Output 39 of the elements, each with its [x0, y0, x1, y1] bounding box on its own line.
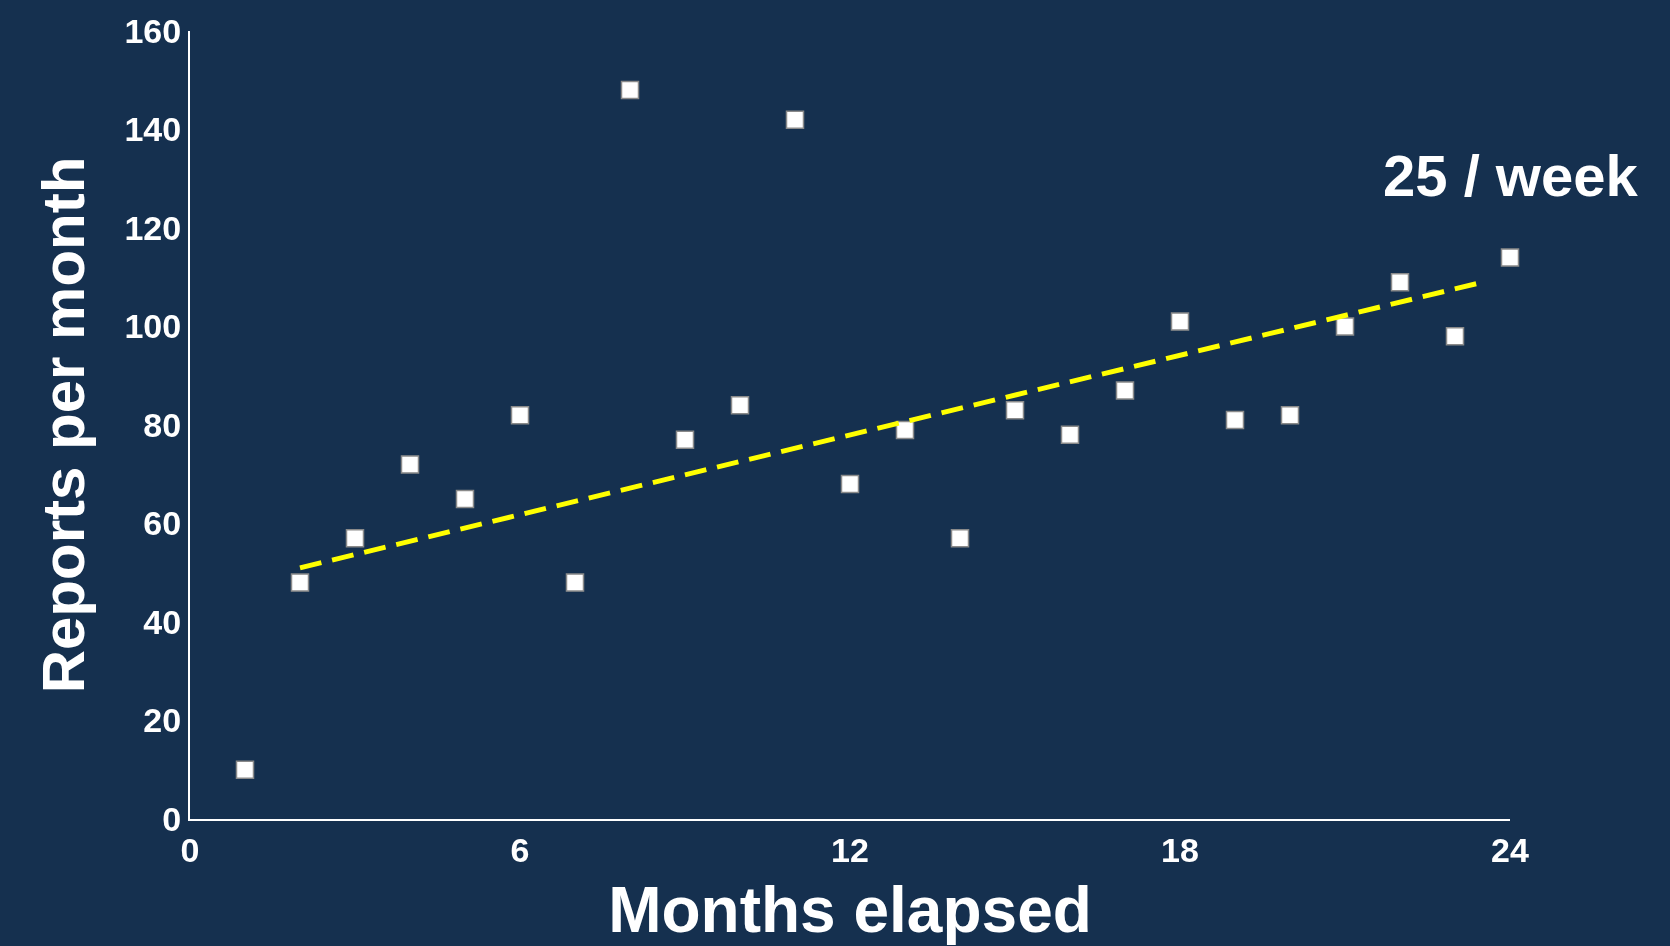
y-tick-label: 40 [143, 602, 182, 641]
x-tick-label: 18 [1161, 830, 1199, 869]
point [455, 489, 475, 509]
x-tick-label: 12 [831, 830, 869, 869]
x-tick-label: 6 [510, 830, 530, 869]
y-tick-label: 20 [143, 701, 182, 740]
point [1005, 400, 1025, 420]
annotation: 25 / week [1383, 143, 1639, 208]
point [1115, 381, 1135, 400]
point [235, 760, 255, 779]
point [1445, 327, 1465, 346]
point [950, 529, 970, 548]
x-tick-label: 24 [1491, 830, 1529, 869]
point [730, 396, 750, 415]
y-tick-label: 100 [124, 307, 182, 346]
y-tick-label: 120 [124, 208, 182, 247]
point [1500, 248, 1520, 267]
point [290, 573, 310, 592]
y-tick-label: 160 [124, 11, 182, 50]
point [1280, 405, 1300, 425]
point [675, 430, 695, 450]
y-tick-label: 0 [162, 799, 182, 838]
y-tick-label: 140 [124, 110, 182, 149]
point [1060, 425, 1080, 445]
point [1335, 317, 1355, 336]
point [620, 80, 640, 100]
y-tick-label: 80 [143, 405, 182, 444]
y-axis-title: Reports per month [30, 156, 98, 694]
point [840, 474, 860, 494]
y-tick-label: 60 [143, 504, 182, 543]
point [1225, 410, 1245, 430]
point [510, 405, 530, 425]
point [565, 573, 585, 592]
point [1390, 272, 1410, 292]
point [345, 529, 365, 548]
point [785, 110, 805, 129]
point [1170, 312, 1190, 331]
point [400, 455, 420, 474]
x-axis-title: Months elapsed [608, 874, 1092, 946]
